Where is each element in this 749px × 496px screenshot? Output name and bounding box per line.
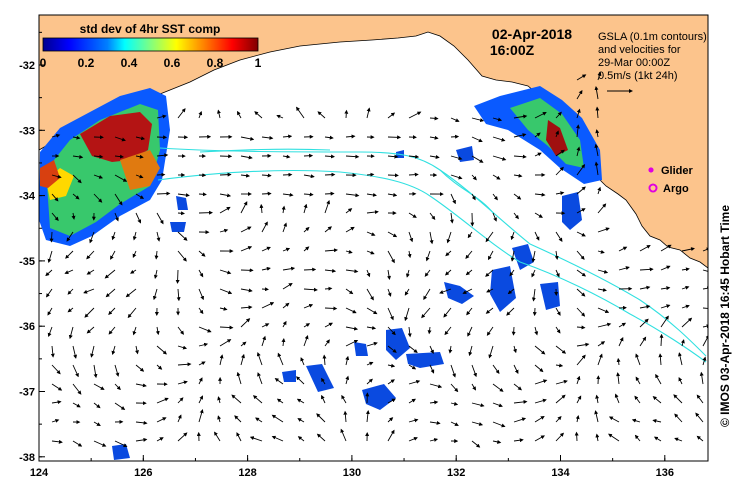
colorbar-tick-label: 0.2 [78, 56, 95, 70]
colorbar-tick-label: 1 [255, 56, 262, 70]
map-date: 02-Apr-2018 [492, 26, 572, 42]
y-axis: -32 -33 -34 -35 -36 -37 -38 [19, 31, 45, 464]
velocity-arrows [45, 71, 708, 448]
y-tick-label: -32 [19, 60, 35, 72]
y-tick-label: -33 [19, 125, 35, 137]
annotation-line-4: 0.5m/s (1kt 24h) [598, 70, 677, 82]
glider-legend-icon [648, 167, 654, 173]
map-frame [38, 14, 709, 462]
colorbar-tick-label: 0 [40, 56, 47, 70]
annotation-line-1: GSLA (0.1m contours) [598, 31, 707, 43]
x-tick-label: 136 [656, 467, 674, 479]
x-tick-label: 124 [30, 467, 49, 479]
annotation-line-3: 29-Mar 00:00Z [598, 57, 670, 69]
argo-legend-icon [648, 183, 658, 193]
colorbar-gradient [42, 37, 259, 52]
y-tick-label: -35 [19, 256, 35, 268]
argo-label: Argo [663, 183, 689, 195]
x-axis: 124 126 128 130 132 134 136 [30, 455, 674, 479]
y-tick-label: -37 [19, 387, 35, 399]
legend: Glider Argo [648, 165, 694, 195]
colorbar-tick-label: 0.8 [207, 56, 224, 70]
glider-label: Glider [661, 165, 694, 177]
annotation-line-2: and velocities for [598, 44, 681, 56]
colorbar-title: std dev of 4hr SST comp [80, 22, 221, 36]
colorbar-tick-label: 0.4 [121, 56, 138, 70]
x-tick-label: 132 [447, 467, 465, 479]
y-tick-label: -36 [19, 321, 35, 333]
y-tick-label: -38 [19, 452, 35, 464]
x-tick-label: 130 [343, 467, 361, 479]
copyright-symbol: © [718, 418, 732, 428]
x-tick-label: 134 [551, 467, 570, 479]
gsla-annotation: GSLA (0.1m contours) and velocities for … [598, 31, 707, 93]
x-tick-label: 128 [238, 467, 256, 479]
colorbar-tick-label: 0.6 [164, 56, 181, 70]
map-time: 16:00Z [490, 42, 535, 58]
x-tick-label: 126 [134, 467, 152, 479]
y-tick-label: -34 [19, 191, 36, 203]
credit-label: IMOS 03-Apr-2018 16:45 Hobart Time [718, 204, 732, 415]
colorbar: std dev of 4hr SST comp 0 0.2 0.4 0.6 0.8 1 [40, 22, 262, 70]
credit-text: © IMOS 03-Apr-2018 16:45 Hobart Time [718, 166, 734, 466]
